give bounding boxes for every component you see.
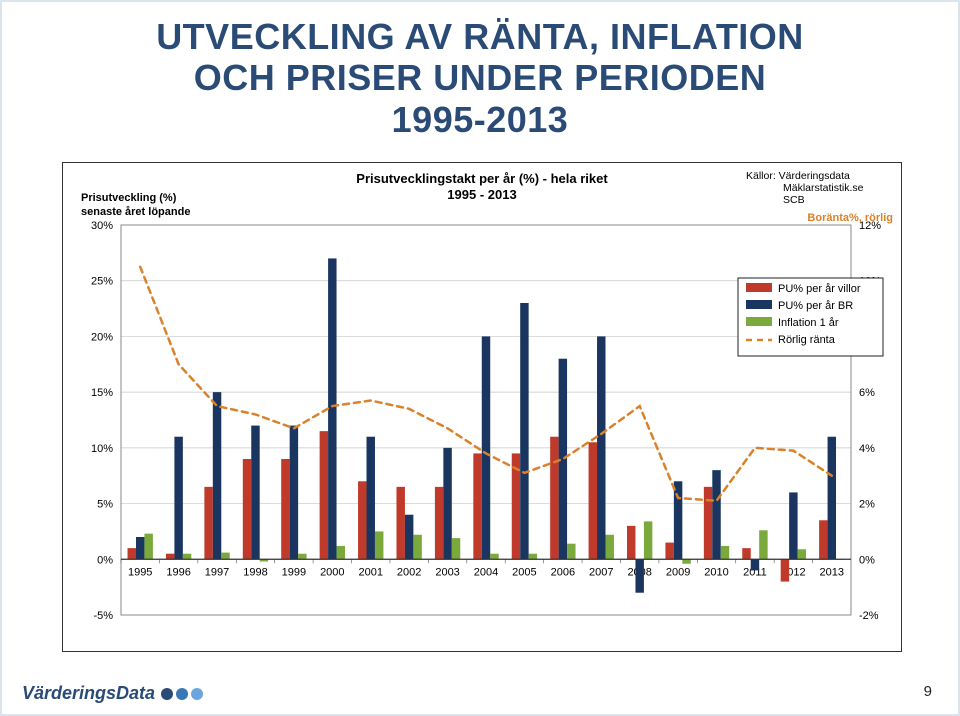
svg-text:1999: 1999 <box>282 566 306 578</box>
svg-text:2010: 2010 <box>704 566 728 578</box>
svg-text:2006: 2006 <box>551 566 575 578</box>
svg-text:-5%: -5% <box>93 610 113 622</box>
page-number: 9 <box>924 683 932 700</box>
title-line3: 1995-2013 <box>392 99 569 140</box>
svg-text:2013: 2013 <box>820 566 844 578</box>
svg-text:1995 - 2013: 1995 - 2013 <box>447 187 516 202</box>
svg-text:Rörlig ränta: Rörlig ränta <box>778 334 836 346</box>
svg-text:20%: 20% <box>91 331 113 343</box>
svg-text:4%: 4% <box>859 443 875 455</box>
svg-text:25%: 25% <box>91 276 113 288</box>
footer-logo: VärderingsData <box>22 683 203 704</box>
svg-text:senaste året löpande: senaste året löpande <box>81 206 190 218</box>
svg-text:2000: 2000 <box>320 566 344 578</box>
footer-dot-2 <box>176 688 188 700</box>
svg-text:2002: 2002 <box>397 566 421 578</box>
svg-text:1998: 1998 <box>243 566 267 578</box>
svg-text:Inflation 1 år: Inflation 1 år <box>778 317 839 329</box>
svg-text:Prisutveckling (%): Prisutveckling (%) <box>81 192 177 204</box>
footer-dot-3 <box>191 688 203 700</box>
footer-dots <box>161 688 203 700</box>
svg-text:Mäklarstatistik.se: Mäklarstatistik.se <box>783 182 864 194</box>
svg-text:1997: 1997 <box>205 566 229 578</box>
title-line1: UTVECKLING AV RÄNTA, INFLATION <box>156 16 804 57</box>
svg-text:6%: 6% <box>859 387 875 399</box>
svg-text:15%: 15% <box>91 387 113 399</box>
footer-logo-text: VärderingsData <box>22 683 155 704</box>
svg-text:2004: 2004 <box>474 566 498 578</box>
svg-text:Boränta%, rörlig: Boränta%, rörlig <box>807 212 893 224</box>
svg-text:2003: 2003 <box>435 566 459 578</box>
svg-text:SCB: SCB <box>783 194 805 206</box>
svg-text:1996: 1996 <box>166 566 190 578</box>
svg-text:Prisutvecklingstakt per år (%): Prisutvecklingstakt per år (%) - hela ri… <box>356 171 608 186</box>
svg-text:0%: 0% <box>859 554 875 566</box>
slide-title: UTVECKLING AV RÄNTA, INFLATION OCH PRISE… <box>2 16 958 140</box>
svg-text:2001: 2001 <box>358 566 382 578</box>
svg-text:PU% per år BR: PU% per år BR <box>778 300 853 312</box>
svg-text:-2%: -2% <box>859 610 879 622</box>
title-line2: OCH PRISER UNDER PERIODEN <box>194 57 767 98</box>
svg-text:30%: 30% <box>91 220 113 232</box>
svg-text:5%: 5% <box>97 499 113 511</box>
svg-text:2009: 2009 <box>666 566 690 578</box>
svg-text:2%: 2% <box>859 499 875 511</box>
svg-text:10%: 10% <box>91 443 113 455</box>
svg-text:2007: 2007 <box>589 566 613 578</box>
chart-container: -5%0%5%10%15%20%25%30%-2%0%2%4%6%8%10%12… <box>62 162 902 652</box>
svg-text:1995: 1995 <box>128 566 152 578</box>
svg-text:2005: 2005 <box>512 566 536 578</box>
svg-text:0%: 0% <box>97 554 113 566</box>
svg-text:PU% per år villor: PU% per år villor <box>778 283 861 295</box>
footer-dot-1 <box>161 688 173 700</box>
chart-svg: -5%0%5%10%15%20%25%30%-2%0%2%4%6%8%10%12… <box>63 163 901 651</box>
svg-text:Källor: Värderingsdata: Källor: Värderingsdata <box>746 170 850 182</box>
